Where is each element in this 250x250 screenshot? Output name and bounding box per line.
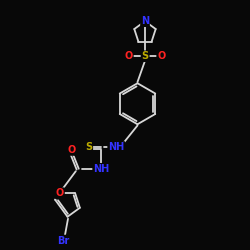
Text: O: O xyxy=(67,145,76,155)
Text: O: O xyxy=(56,188,64,198)
Text: NH: NH xyxy=(108,142,124,152)
Text: NH: NH xyxy=(93,164,110,174)
Text: Br: Br xyxy=(58,236,70,246)
Text: O: O xyxy=(124,51,133,61)
Text: S: S xyxy=(142,51,148,61)
Text: O: O xyxy=(157,51,166,61)
Text: N: N xyxy=(141,16,149,26)
Text: S: S xyxy=(85,142,92,152)
